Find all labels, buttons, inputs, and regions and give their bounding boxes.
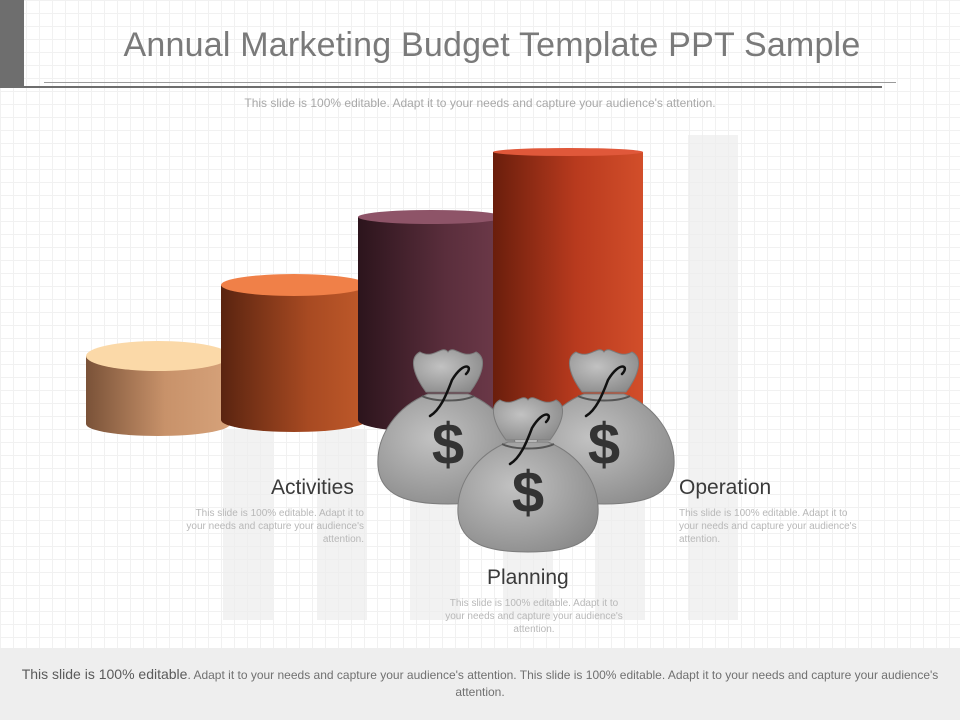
money-bag-icon: $ [456,396,600,554]
desc-activities: This slide is 100% editable. Adapt it to… [186,508,364,545]
dollar-sign-icon: $ [588,412,620,477]
budget-graphic: $ $ $ [86,135,738,620]
money-bag-icon: $ [532,348,676,506]
money-bag-icon: $ [376,348,520,506]
dollar-sign-icon: $ [512,460,544,525]
dollar-sign-icon: $ [432,412,464,477]
slide-title: Annual Marketing Budget Template PPT Sam… [123,26,861,64]
label-operation: Operation [679,476,772,499]
footer-lead: This slide is 100% editable [21,666,188,682]
title-divider-thick [24,86,882,88]
label-activities: Activities [271,476,354,499]
title-divider-thin [44,82,896,83]
desc-planning: This slide is 100% editable. Adapt it to… [445,598,623,635]
footer-body: . Adapt it to your needs and capture you… [187,668,939,699]
footer-band: This slide is 100% editable. Adapt it to… [0,648,960,720]
cylinder-activities [221,274,367,432]
desc-operation: This slide is 100% editable. Adapt it to… [679,508,857,545]
slide-subtitle: This slide is 100% editable. Adapt it to… [244,96,716,110]
label-planning: Planning [487,566,569,589]
corner-accent-bar [0,0,24,88]
background-column [317,430,367,620]
background-column [688,135,738,620]
background-column [223,430,273,620]
cylinder-activities-base [86,341,230,436]
footer-note: This slide is 100% editable. Adapt it to… [14,666,946,701]
